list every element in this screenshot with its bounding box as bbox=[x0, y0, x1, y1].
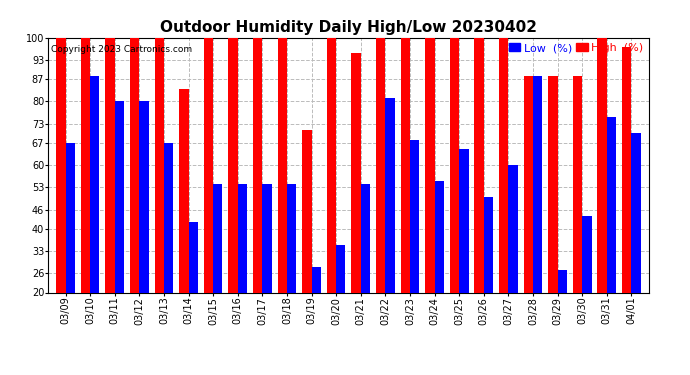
Bar bbox=[253, 38, 262, 356]
Bar bbox=[262, 184, 272, 356]
Bar bbox=[573, 76, 582, 356]
Bar bbox=[164, 143, 173, 356]
Bar bbox=[188, 222, 198, 356]
Bar bbox=[622, 47, 631, 356]
Bar bbox=[376, 38, 385, 356]
Bar bbox=[533, 76, 542, 356]
Bar bbox=[509, 165, 518, 356]
Bar bbox=[302, 130, 312, 356]
Bar bbox=[228, 38, 238, 356]
Bar bbox=[598, 38, 607, 356]
Bar bbox=[450, 38, 459, 356]
Bar bbox=[549, 76, 558, 356]
Legend: Low  (%), High  (%): Low (%), High (%) bbox=[509, 43, 643, 53]
Bar bbox=[66, 143, 75, 356]
Bar bbox=[410, 140, 420, 356]
Bar bbox=[351, 54, 361, 356]
Bar bbox=[90, 76, 99, 356]
Bar bbox=[484, 197, 493, 356]
Bar bbox=[631, 133, 641, 356]
Bar bbox=[106, 38, 115, 356]
Bar bbox=[499, 38, 509, 356]
Bar bbox=[401, 38, 410, 356]
Bar bbox=[582, 216, 591, 356]
Bar bbox=[238, 184, 247, 356]
Bar bbox=[204, 38, 213, 356]
Title: Outdoor Humidity Daily High/Low 20230402: Outdoor Humidity Daily High/Low 20230402 bbox=[160, 20, 537, 35]
Bar bbox=[277, 38, 287, 356]
Bar bbox=[179, 88, 188, 356]
Bar bbox=[213, 184, 222, 356]
Bar bbox=[361, 184, 370, 356]
Bar bbox=[81, 38, 90, 356]
Bar bbox=[336, 245, 346, 356]
Bar bbox=[607, 117, 616, 356]
Bar bbox=[155, 38, 164, 356]
Text: Copyright 2023 Cartronics.com: Copyright 2023 Cartronics.com bbox=[51, 45, 193, 54]
Bar bbox=[459, 149, 469, 356]
Bar bbox=[56, 38, 66, 356]
Bar bbox=[524, 76, 533, 356]
Bar bbox=[139, 101, 148, 356]
Bar bbox=[425, 38, 435, 356]
Bar bbox=[435, 181, 444, 356]
Bar bbox=[130, 38, 139, 356]
Bar bbox=[287, 184, 296, 356]
Bar bbox=[385, 98, 395, 356]
Bar bbox=[115, 101, 124, 356]
Bar bbox=[475, 38, 484, 356]
Bar bbox=[558, 270, 567, 356]
Bar bbox=[312, 267, 321, 356]
Bar bbox=[327, 38, 336, 356]
